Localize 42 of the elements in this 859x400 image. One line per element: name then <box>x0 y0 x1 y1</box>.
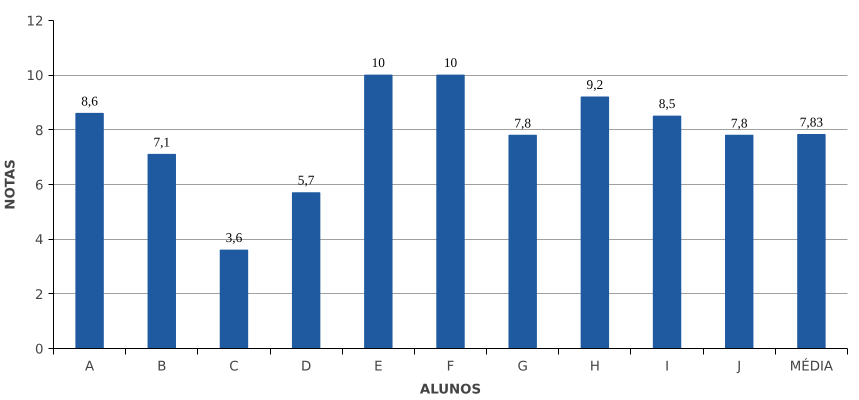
x-tick-label: J <box>736 360 742 374</box>
x-tick-label: G <box>518 360 528 374</box>
y-tick-label: 2 <box>35 288 44 303</box>
bar <box>725 134 754 348</box>
data-label: 3,6 <box>226 230 243 246</box>
y-tick-label: 8 <box>35 124 44 139</box>
x-tick-label: MÉDIA <box>790 358 834 374</box>
bar <box>508 134 537 348</box>
bar <box>220 250 248 348</box>
x-tick-label: B <box>157 360 166 374</box>
data-label: 10 <box>444 55 458 70</box>
y-tick-label: 12 <box>26 14 44 30</box>
data-label: 9,2 <box>586 77 604 92</box>
x-tick-label: H <box>590 360 600 374</box>
y-tick-label: 4 <box>35 233 44 248</box>
data-label: 8,5 <box>658 96 676 112</box>
x-tick-label: D <box>301 360 312 374</box>
y-tick-label: 6 <box>35 178 44 194</box>
data-label: 5,7 <box>298 172 315 188</box>
y-tick-label: 0 <box>35 342 44 358</box>
bar <box>75 112 104 348</box>
x-tick-label: C <box>229 360 239 374</box>
x-tick-label: A <box>85 360 94 374</box>
y-tick-label: 10 <box>26 69 44 84</box>
x-tick-label: I <box>665 360 670 374</box>
data-label: 7,8 <box>514 115 532 130</box>
x-tick-label: E <box>374 360 383 374</box>
data-label: 7,8 <box>730 115 748 130</box>
bar <box>292 192 320 348</box>
x-axis-title: ALUNOS <box>420 382 482 398</box>
data-label: 7,83 <box>800 114 824 130</box>
data-label: 10 <box>372 55 386 70</box>
data-label: 7,1 <box>153 134 170 150</box>
bar <box>652 116 682 348</box>
bar <box>364 74 393 348</box>
y-axis-title: NOTAS <box>4 159 19 210</box>
bar <box>148 154 176 348</box>
bar <box>797 134 826 348</box>
bar <box>580 96 610 348</box>
data-label: 8,6 <box>81 93 98 108</box>
bar <box>436 74 465 348</box>
x-tick-label: F <box>446 360 454 374</box>
